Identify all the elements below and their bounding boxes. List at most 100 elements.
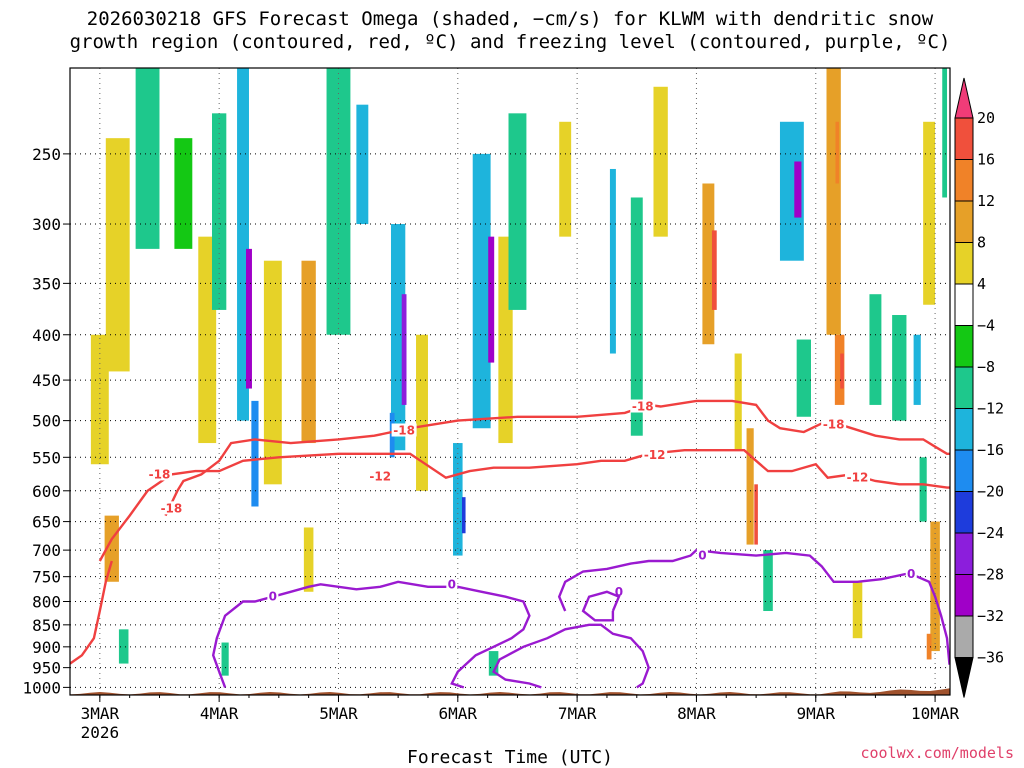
x-tick-label-8: 8MAR	[677, 704, 716, 723]
contour-label-bg-dgz_-12-0	[146, 467, 172, 481]
contour-freezing_0_a	[211, 580, 531, 689]
contour-label-freezing_0_a-0: 0	[269, 590, 277, 604]
contour-freezing_0_c	[557, 548, 950, 665]
colorbar-box-9	[954, 491, 974, 534]
y-tick-label-650: 650	[32, 513, 61, 532]
contour-freezing_0_b	[492, 623, 650, 689]
omega-cell-16	[356, 104, 369, 225]
omega-cell-53	[942, 68, 948, 198]
contour-label-bg-dgz_-18-0	[158, 501, 184, 515]
y-tick-label-800: 800	[32, 593, 61, 612]
contour-label-bg-freezing_0_c-2	[905, 567, 917, 581]
omega-cell-47	[892, 315, 907, 421]
y-tick-label-750: 750	[32, 568, 61, 587]
omega-cell-4	[135, 68, 160, 249]
colorbar-box-5	[954, 325, 974, 368]
omega-cell-30	[630, 197, 643, 436]
colorbar-label-1: 16	[977, 151, 995, 169]
omega-cell-44	[835, 121, 840, 184]
colorbar-label-10: −24	[977, 524, 1004, 542]
omega-cell-40	[796, 339, 811, 417]
x-tick-label-7: 7MAR	[558, 704, 597, 723]
omega-cell-12	[301, 260, 316, 444]
omega-cell-43	[840, 353, 844, 389]
x-tick-label-4: 4MAR	[200, 704, 239, 723]
y-tick-label-900: 900	[32, 638, 61, 657]
omega-cell-22	[461, 497, 466, 534]
colorbar-box-12	[954, 615, 974, 658]
omega-cell-31	[653, 86, 668, 237]
omega-cell-51	[926, 633, 932, 660]
colorbar-label-12: −32	[977, 607, 1004, 625]
x-axis-label: Forecast Time (UTC)	[407, 747, 613, 768]
colorbar-box-0	[954, 117, 974, 160]
colorbar-box-10	[954, 532, 974, 575]
chart-title-line-1: 2026030218 GFS Forecast Omega (shaded, −…	[87, 8, 934, 30]
contour-label-dgz_-12-2: -12	[644, 448, 666, 462]
contour-label-bg-dgz_-12-3	[845, 470, 871, 484]
y-tick-label-350: 350	[32, 274, 61, 293]
x-tick-sublabel-3: 2026	[81, 723, 120, 742]
contour-dgz_-12	[98, 449, 950, 562]
omega-cell-52	[919, 457, 927, 522]
omega-cell-7	[211, 113, 227, 310]
contour-label-bg-freezing_0_a-0	[267, 589, 279, 603]
chart-title-line-2: growth region (contoured, red, ºC) and f…	[70, 31, 951, 53]
omega-cell-39	[794, 161, 802, 218]
omega-cell-49	[923, 121, 936, 305]
colorbar-label-4: 4	[977, 275, 986, 293]
omega-cell-11	[263, 260, 282, 485]
x-tick-label-10: 10MAR	[911, 704, 960, 723]
omega-cell-38	[779, 121, 804, 261]
y-tick-label-250: 250	[32, 145, 61, 164]
omega-cell-48	[913, 334, 921, 405]
y-tick-label-700: 700	[32, 541, 61, 560]
contour-label-dgz_-12-3: -12	[847, 471, 869, 485]
colorbar-label-6: −8	[977, 358, 995, 376]
contour-label-bg-freezing_0_a-1	[446, 577, 458, 591]
omega-cell-42	[834, 334, 845, 405]
terrain-surface	[70, 688, 950, 695]
omega-cell-1	[104, 515, 119, 582]
y-tick-label-550: 550	[32, 448, 61, 467]
colorbar-top-arrow	[954, 77, 974, 119]
colorbar-box-8	[954, 449, 974, 492]
omega-cell-21	[453, 443, 463, 556]
omega-cell-41	[826, 68, 841, 335]
credit-text: coolwx.com/models	[860, 744, 1014, 762]
contour-label-freezing_0_c-1: 0	[698, 549, 706, 563]
colorbar-label-0: 20	[977, 109, 995, 127]
omega-cell-34	[746, 428, 754, 545]
y-tick-label-950: 950	[32, 659, 61, 678]
grid-lines	[70, 68, 950, 695]
x-tick-label-3: 3MAR	[81, 704, 120, 723]
omega-cell-35	[754, 484, 758, 545]
omega-cell-23	[472, 153, 491, 429]
omega-cell-13	[303, 527, 314, 592]
colorbar-label-7: −12	[977, 400, 1004, 418]
omega-cell-2	[118, 629, 129, 664]
contour-lines: -18 -18 -18 -18 -18 -12 -12 -12 0 0 0 0 0	[70, 399, 950, 689]
omega-cell-14	[221, 642, 229, 676]
colorbar-label-11: −28	[977, 566, 1004, 584]
omega-cell-24	[488, 236, 495, 363]
colorbar-label-5: −4	[977, 317, 995, 335]
contour-label-bg-dgz_-18-3	[821, 417, 847, 431]
plot-area: -18 -18 -18 -18 -18 -12 -12 -12 0 0 0 0 0	[70, 68, 950, 695]
contour-label-dgz_-18-0: -18	[161, 501, 183, 515]
y-tick-label-500: 500	[32, 412, 61, 431]
contour-label-dgz_-12-0: -18	[149, 467, 171, 481]
omega-cell-5	[174, 138, 193, 249]
y-tick-label-450: 450	[32, 371, 61, 390]
omega-shading	[90, 68, 948, 676]
colorbar-label-2: 12	[977, 192, 995, 210]
y-tick-label-400: 400	[32, 326, 61, 345]
omega-cell-33	[711, 230, 717, 310]
colorbar-box-4	[954, 283, 974, 326]
omega-cell-45	[852, 581, 863, 639]
omega-cell-36	[763, 550, 773, 612]
colorbar-box-3	[954, 242, 974, 285]
omega-cell-8	[237, 68, 249, 421]
omega-cell-32	[702, 183, 715, 345]
